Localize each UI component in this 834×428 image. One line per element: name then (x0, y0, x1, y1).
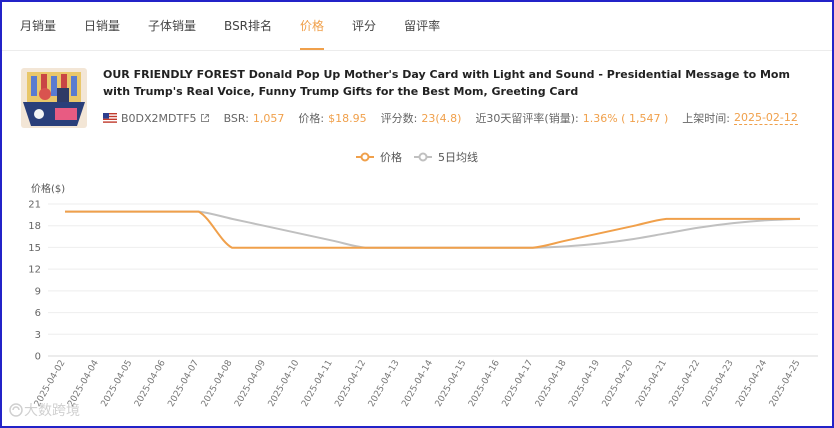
x-tick-label: 2025-04-11 (300, 359, 335, 409)
y-tick-label: 3 (35, 330, 41, 341)
x-tick-label: 2025-04-23 (701, 359, 736, 409)
y-tick-label: 21 (28, 200, 41, 211)
legend-label-ma5: 5日均线 (438, 151, 478, 164)
chart-legend: 价格 5日均线 (0, 149, 834, 165)
x-tick-label: 2025-04-15 (434, 358, 469, 408)
x-tick-label: 2025-04-06 (133, 358, 168, 409)
legend-marker-ma5 (414, 152, 432, 162)
review-rate-value: 1.36% ( 1,547 ) (582, 111, 669, 125)
price-label: 价格: (298, 112, 325, 125)
x-tick-label: 2025-04-18 (534, 358, 569, 409)
legend-marker-price (356, 152, 374, 162)
us-flag-icon (103, 113, 117, 123)
x-tick-label: 2025-04-12 (333, 359, 368, 409)
price-value: $18.95 (328, 111, 367, 125)
product-title[interactable]: OUR FRIENDLY FOREST Donald Pop Up Mother… (103, 68, 790, 98)
legend-label-price: 价格 (380, 151, 402, 164)
bsr-label: BSR: (223, 111, 249, 125)
y-tick-label: 0 (35, 352, 41, 363)
legend-item-price[interactable]: 价格 (356, 149, 402, 165)
tab-divider (2, 50, 832, 51)
x-tick-label: 2025-04-17 (501, 359, 536, 409)
x-tick-label: 2025-04-16 (467, 358, 502, 409)
bsr-value: 1,057 (252, 111, 285, 125)
x-tick-label: 2025-04-05 (100, 359, 135, 409)
y-tick-label: 18 (28, 221, 41, 232)
series-line-price (64, 210, 800, 249)
x-tick-label: 2025-04-10 (267, 358, 302, 409)
tab-bar: 月销量 日销量 子体销量 BSR排名 价格 评分 留评率 (20, 0, 468, 50)
price-line-chart[interactable]: 0369121518212025-04-022025-04-042025-04-… (0, 168, 834, 428)
tab-rating[interactable]: 评分 (352, 19, 377, 33)
legend-item-ma5[interactable]: 5日均线 (414, 149, 478, 165)
watermark-logo-icon (9, 403, 23, 417)
series-line-ma5 (64, 210, 801, 249)
tab-review-rate[interactable]: 留评率 (404, 19, 441, 33)
listed-date-value: 2025-02-12 (733, 111, 798, 125)
y-tick-label: 6 (35, 308, 41, 319)
x-tick-label: 2025-04-25 (768, 359, 803, 409)
product-meta: B0DX2MDTF5 BSR: 1,057 价格: $18.95 评分数: 23… (103, 110, 798, 126)
watermark: 大数跨境 (8, 400, 80, 420)
tab-variant-sales[interactable]: 子体销量 (148, 19, 197, 33)
x-tick-label: 2025-04-07 (166, 359, 201, 409)
y-tick-label: 15 (28, 243, 41, 254)
y-tick-label: 9 (35, 286, 41, 297)
rating-value: 23(4.8) (421, 111, 462, 125)
x-tick-label: 2025-04-09 (233, 358, 268, 409)
tab-monthly-sales[interactable]: 月销量 (20, 19, 57, 33)
listed-date-label: 上架时间: (682, 112, 730, 125)
x-tick-label: 2025-04-20 (601, 358, 636, 409)
external-link-icon[interactable] (200, 113, 210, 123)
x-tick-label: 2025-04-13 (367, 359, 402, 409)
tab-bsr-rank[interactable]: BSR排名 (224, 19, 273, 33)
tab-daily-sales[interactable]: 日销量 (84, 19, 121, 33)
asin-value[interactable]: B0DX2MDTF5 (121, 111, 197, 125)
rating-label: 评分数: (380, 112, 418, 125)
x-tick-label: 2025-04-19 (567, 358, 602, 409)
review-rate-label: 近30天留评率(销量): (475, 112, 579, 125)
x-tick-label: 2025-04-14 (400, 358, 435, 409)
y-tick-label: 12 (28, 265, 41, 276)
x-tick-label: 2025-04-24 (734, 358, 769, 409)
x-tick-label: 2025-04-08 (200, 358, 235, 409)
tab-price[interactable]: 价格 (300, 0, 325, 50)
x-tick-label: 2025-04-22 (668, 359, 703, 409)
watermark-text: 大数跨境 (24, 403, 80, 419)
x-tick-label: 2025-04-21 (634, 359, 669, 409)
y-axis-title: 价格($) (31, 184, 66, 195)
product-thumbnail[interactable] (21, 68, 87, 128)
